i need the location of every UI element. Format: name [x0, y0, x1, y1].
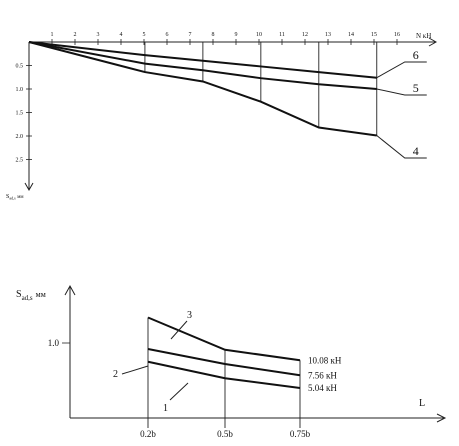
bottom-series-line-3 — [147, 316, 301, 362]
top-y-tick-label: 2.0 — [16, 134, 24, 140]
bottom-series-number-1: 1 — [163, 403, 168, 414]
bottom-x-axis-label: L — [419, 398, 425, 409]
top-drop-lines — [144, 42, 378, 136]
top-x-tick-label: 6 — [166, 32, 169, 38]
top-series-label-4: 4 — [413, 144, 419, 158]
top-x-tick-label: 12 — [302, 32, 308, 38]
top-x-tick-label: 13 — [325, 32, 331, 38]
top-x-tick-label: 7 — [189, 32, 192, 38]
top-axes — [24, 37, 438, 192]
top-x-tick-label: 11 — [279, 32, 285, 38]
bottom-series-end-label-1: 5.04 кН — [308, 383, 337, 393]
top-y-tick-label: 2.5 — [16, 158, 24, 164]
top-y-axis-label-main: S — [6, 194, 9, 200]
top-y-tick-label: 0.5 — [16, 64, 24, 70]
bottom-chart: 0.2b 0.5b 0.75b 1.0 10.08 кН 3 7.56 кН 2 5.04 … — [16, 284, 447, 439]
top-series-leader-6 — [376, 61, 427, 79]
top-x-tick-label: 10 — [256, 32, 262, 38]
top-series-leader-5 — [376, 88, 427, 96]
top-y-axis-label: Sad,s мм — [6, 194, 24, 202]
top-y-tick-label: 1.0 — [16, 87, 24, 93]
top-series-leader-4 — [376, 135, 427, 159]
top-x-tick-label: 15 — [371, 32, 377, 38]
top-x-tick-label: 14 — [348, 32, 354, 38]
bottom-series-line-1 — [147, 360, 301, 389]
bottom-x-ticks: 0.2b 0.5b 0.75b — [140, 429, 311, 439]
bottom-y-axis-label-main: S — [16, 289, 22, 300]
bottom-y-axis-label: Sad,s мм — [16, 289, 46, 302]
top-y-ticks: 0.5 1.0 1.5 2.0 2.5 — [16, 64, 32, 164]
bottom-y-axis-label-unit: мм — [36, 290, 46, 299]
bottom-series-leader-2 — [121, 365, 149, 375]
top-series-label-5: 5 — [413, 81, 419, 95]
top-series-line-4 — [28, 41, 377, 137]
top-x-tick-label: 5 — [143, 32, 146, 38]
bottom-series-leader-3 — [170, 320, 188, 340]
top-series-label-6: 6 — [413, 48, 419, 62]
bottom-series: 10.08 кН 3 7.56 кН 2 5.04 кН 1 — [113, 310, 342, 414]
top-x-tick-label: 16 — [394, 32, 400, 38]
top-y-axis-arrow — [24, 182, 34, 192]
bottom-y-ticks: 1.0 — [48, 338, 70, 348]
bottom-y-axis-arrow — [64, 284, 76, 296]
top-series: 6 5 4 — [28, 41, 427, 159]
top-x-axis-label: N кН — [416, 32, 431, 40]
top-x-ticks: 1 2 3 4 5 6 7 8 9 10 11 12 13 14 15 16 — [51, 32, 400, 45]
bottom-x-tick-label: 0.5b — [217, 429, 233, 439]
bottom-x-axis-arrow — [436, 413, 447, 423]
bottom-y-tick-label: 1.0 — [48, 338, 60, 348]
top-x-tick-label: 9 — [235, 32, 238, 38]
top-y-axis-label-sub: ad,s — [9, 196, 16, 202]
top-y-axis-label-unit: мм — [17, 195, 24, 200]
top-x-tick-label: 8 — [212, 32, 215, 38]
bottom-axes — [64, 284, 447, 423]
top-x-tick-label: 1 — [51, 32, 54, 38]
top-series-line-5 — [28, 41, 377, 90]
top-series-line-6 — [28, 41, 377, 79]
bottom-series-number-2: 2 — [113, 369, 118, 380]
top-y-tick-label: 1.5 — [16, 111, 24, 117]
bottom-series-end-label-3: 10.08 кН — [308, 355, 342, 365]
top-x-axis-arrow — [428, 37, 438, 47]
bottom-y-axis-label-sub: ad,s — [22, 294, 33, 302]
bottom-x-tick-label: 0.2b — [140, 429, 156, 439]
bottom-series-number-3: 3 — [187, 310, 192, 321]
top-x-tick-label: 3 — [97, 32, 100, 38]
top-x-tick-label: 2 — [74, 32, 77, 38]
bottom-drop-lines — [147, 317, 301, 428]
bottom-x-tick-label: 0.75b — [290, 429, 311, 439]
bottom-series-line-2 — [147, 348, 301, 377]
top-x-tick-label: 4 — [120, 32, 123, 38]
top-chart: 1 2 3 4 5 6 7 8 9 10 11 12 13 14 15 16 0.51.01.52.02.5 … — [6, 32, 438, 202]
bottom-series-end-label-2: 7.56 кН — [308, 370, 337, 380]
bottom-series-leader-1 — [169, 382, 189, 401]
